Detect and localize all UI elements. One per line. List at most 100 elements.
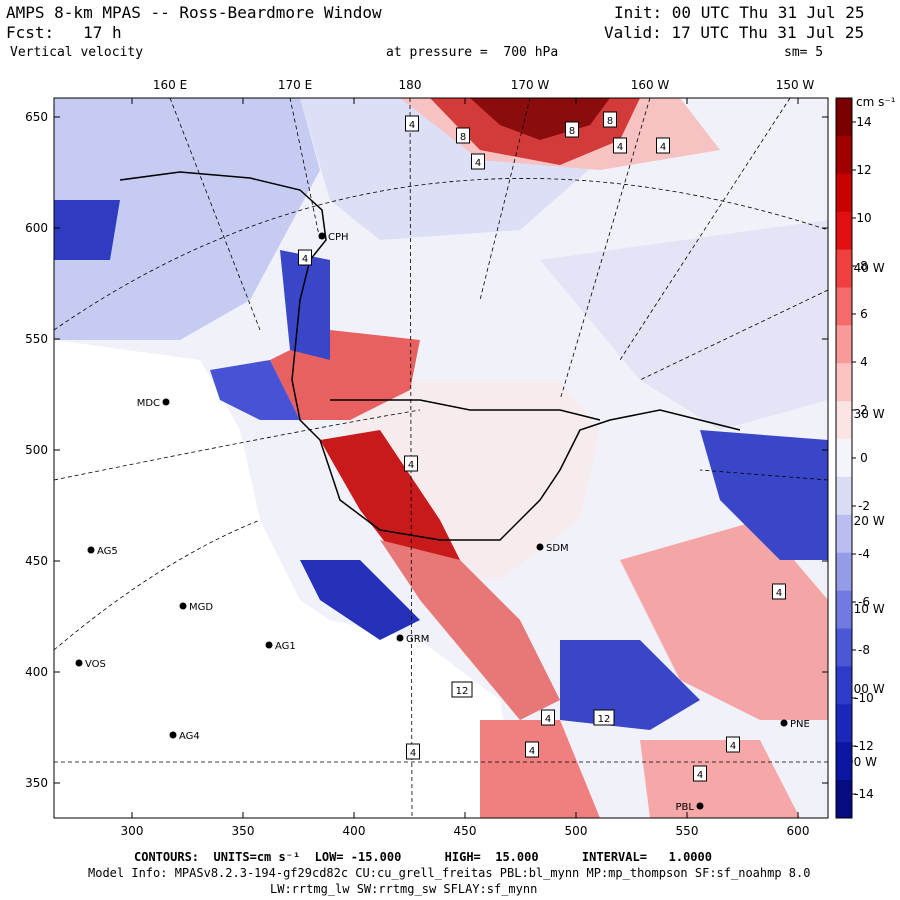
station-marker [318, 232, 326, 240]
y-tick-label: 450 [25, 554, 48, 568]
contour-label-value: 4 [529, 746, 535, 757]
colorbar-swatch [836, 628, 852, 667]
station-label: MDC [137, 398, 160, 409]
colorbar-tick-label: 8 [860, 259, 868, 273]
y-tick-label: 500 [25, 443, 48, 457]
map-axes: 650 600 550 500 450 400 350 300 350 400 450 500 550 6… [25, 78, 885, 838]
contour-label-box [525, 741, 539, 758]
station-marker [162, 398, 170, 406]
station-marker [179, 602, 187, 610]
station-marker [696, 802, 704, 810]
contour-label-box [405, 115, 419, 132]
contour-label-value: 12 [598, 714, 611, 725]
contour-label-value: 4 [410, 748, 416, 759]
blue-region-west [54, 200, 120, 260]
top-longitude-label: 160 W [631, 78, 670, 92]
station-marker [780, 719, 788, 727]
station-label: PNE [790, 719, 810, 730]
colorbar-swatch [836, 780, 852, 819]
colorbar-swatch [836, 590, 852, 630]
contour-label-box [404, 455, 418, 472]
x-tick-label: 400 [343, 824, 366, 838]
contour-label-boxes: 4 4 4 4 4 8 8 8 12 4 4 4 4 4 12 4 4 [298, 111, 786, 782]
pink-region-southeast [620, 520, 828, 720]
station-label: CPH [328, 232, 349, 243]
colorbar-tick-label: 14 [856, 115, 871, 129]
station-marker [75, 659, 83, 667]
header-title: AMPS 8-km MPAS -- Ross-Beardmore Window [6, 3, 382, 22]
contour-label-box [565, 121, 579, 138]
contour-label-box [456, 127, 470, 144]
right-longitude-label: 110 W [846, 602, 885, 616]
top-longitude-label: 150 W [776, 78, 815, 92]
contour-label-value: 4 [408, 460, 414, 471]
light-region-east [540, 220, 828, 430]
colorbar-tick-label: 4 [860, 355, 868, 369]
station-label: VOS [85, 659, 106, 670]
contours-info: CONTOURS: UNITS=cm s⁻¹ LOW= -15.000 HIGH… [134, 850, 712, 864]
map-frame [53, 97, 829, 819]
station-marker [396, 634, 404, 642]
right-longitude-label: 100 W [846, 682, 885, 696]
blue-region-northwest [54, 98, 320, 340]
contour-label-value: 4 [617, 142, 623, 153]
colorbar-tick-label: -8 [858, 643, 870, 657]
y-tick-label: 650 [25, 110, 48, 124]
colorbar-swatch [836, 211, 852, 251]
y-tick-label: 600 [25, 221, 48, 235]
red-band-southern [380, 540, 560, 720]
station-label: MGD [189, 602, 213, 613]
contour-label-box [406, 743, 420, 760]
contour-label-box [298, 249, 312, 266]
colorbar-swatch [836, 439, 852, 478]
colorbar-tick-label: -4 [858, 547, 870, 561]
smoothing-value: sm= 5 [784, 45, 824, 60]
colorbar-tick-label: 12 [856, 163, 871, 177]
colorbar-swatch [836, 325, 852, 364]
coastline [119, 171, 741, 541]
colorbar-swatch [836, 704, 852, 743]
colorbar-swatch [836, 98, 852, 137]
colorbar-swatch [836, 514, 852, 554]
contour-label-value: 8 [569, 126, 575, 137]
contour-label-value: 4 [776, 588, 782, 599]
top-longitude-label: 170 W [511, 78, 550, 92]
blue-band-southeast [560, 640, 700, 730]
station-marker [536, 543, 544, 551]
right-longitude-label: 120 W [846, 514, 885, 528]
colorbar-swatch [836, 552, 852, 592]
field-name: Vertical velocity [10, 45, 144, 60]
colorbar-swatch [836, 476, 852, 516]
colorbar-swatch [836, 666, 852, 705]
blue-band-southern [300, 560, 420, 640]
contour-label-value: 4 [660, 142, 666, 153]
plateau-blank-area [54, 340, 520, 818]
colorbar-swatch [836, 287, 852, 326]
contour-label-box [613, 137, 627, 154]
x-tick-label: 450 [454, 824, 477, 838]
contour-label-box [541, 709, 555, 726]
model-info: Model Info: MPASv8.2.3-194-gf29cd82c CU:… [88, 866, 811, 880]
map-panel: 4 4 4 4 4 8 8 8 12 4 4 4 4 4 12 4 4 MDC AG5 MGD VOS AG1 AG4 GR… [54, 98, 828, 818]
x-tick-label: 550 [676, 824, 699, 838]
colorbar-tick-label: -14 [854, 787, 874, 801]
contour-label-value: 4 [475, 158, 481, 169]
contour-label-box [471, 153, 485, 170]
station-label: SDM [546, 543, 569, 554]
station-marker [265, 641, 273, 649]
x-tick-label: 500 [565, 824, 588, 838]
colorbar-tick-label: 6 [860, 307, 868, 321]
contour-label-value: 12 [456, 686, 469, 697]
station-label: AG5 [97, 546, 118, 557]
station-label: GRM [406, 634, 429, 645]
contour-label-box [656, 137, 670, 154]
pink-region-south [640, 740, 800, 818]
y-tick-label: 350 [25, 776, 48, 790]
contour-label-value: 8 [607, 116, 613, 127]
model-info-physics: LW:rrtmg_lw SW:rrtmg_sw SFLAY:sf_mynn [270, 882, 538, 896]
right-longitude-label: 90 W [846, 755, 877, 769]
ice-shelf-front [330, 399, 601, 421]
pressure-level: at pressure = 700 hPa [386, 45, 559, 60]
colorbar-tick-label: 0 [860, 451, 868, 465]
top-longitude-label: 160 E [153, 78, 187, 92]
